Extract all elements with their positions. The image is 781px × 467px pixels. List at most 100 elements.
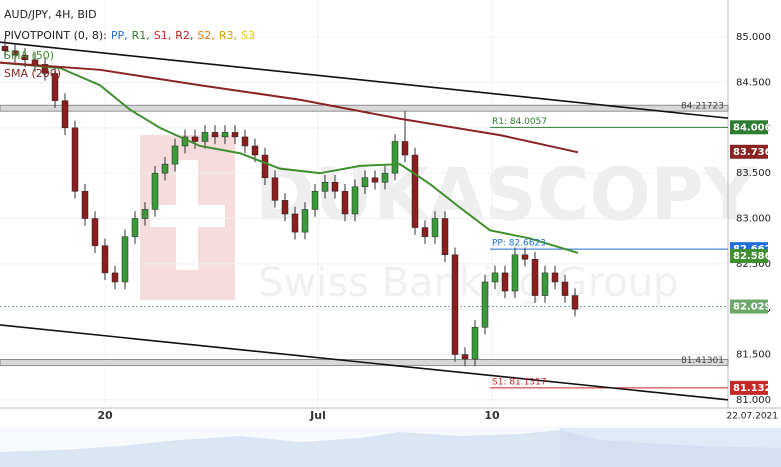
y-tick-label: 83.000 [736,214,771,225]
candle-body [471,327,479,360]
pivot-name: S3 [241,29,255,42]
indicator-name: PIVOTPOINT (0, 8): [4,29,107,42]
legend-entry: SMA (50) [4,49,54,62]
candle-body [41,64,49,74]
candle-body [391,141,399,174]
candle-body [171,145,179,165]
price-tag-label: 82.029 [733,302,772,313]
candle-body [521,254,529,260]
candle-body [301,209,309,233]
candle-body [331,181,339,192]
price-tag [730,144,768,159]
sma-line [0,61,579,254]
date-label: 22.07.2021 [726,412,778,422]
title: AUD/JPY, 4H, BID [4,8,97,21]
candle-body [271,177,279,201]
price-tag [730,249,768,264]
y-tick-label: 81.000 [736,395,771,406]
price-tag-label: 84.006 [733,122,772,133]
pivot-name: R1, [132,29,150,42]
candle-body [11,50,19,56]
watermark-subtext: Swiss Banking Group [258,260,678,306]
pivot-label: S1: 81.1317 [492,377,547,387]
candle-body [411,154,419,228]
candle-body [371,177,379,183]
candle-body [61,100,69,129]
price-tag-label: 82.586 [733,251,772,262]
y-tick-label: 85.000 [736,32,771,43]
watermark-text: DUKASCOPY [255,153,756,237]
candle-body [281,200,289,215]
level-label: 81.41301 [681,356,724,366]
price-tag [730,380,768,395]
watermark: DUKASCOPY Swiss Banking Group [140,135,756,306]
legend-entry: SMA (200) [4,67,61,80]
pivot-name: S1, [154,29,171,42]
level-label: 84.21723 [681,102,724,112]
trend-line [0,324,729,401]
candle-body [191,136,199,142]
candle-body [341,191,349,215]
candle-body [401,141,409,156]
candle-body [531,259,539,296]
x-tick-label: 20 [97,409,113,422]
candle-body [571,295,579,310]
candle-body [261,154,269,178]
candle-body [501,272,509,292]
candle-body [321,181,329,192]
candle-body [541,272,549,296]
trend-line [0,41,729,119]
candle-body [451,254,459,355]
watermark-cross [150,205,225,227]
candle-body [91,218,99,246]
candle-body [491,272,499,283]
pivot-label: PP: 82.6623 [492,239,546,249]
candle-body [131,218,139,237]
candle-body [551,272,559,283]
price-tag [730,299,768,314]
candle-body [161,163,169,174]
candle-body [421,227,429,237]
candle-body [111,272,119,283]
candle-body [51,73,59,101]
candle-body [441,218,449,256]
candle-body [81,191,89,219]
candle-body [71,127,79,192]
x-tick-label: Jul [309,409,326,422]
pivot-name: S2, [197,29,214,42]
candle-body [121,236,129,283]
price-tag-label: 81.132 [733,383,772,394]
candle-body [461,354,469,360]
candle-body [1,45,9,52]
candle-body [101,245,109,274]
candle-body [231,132,239,138]
x-tick-label: 10 [484,409,500,422]
plot [0,0,729,408]
candle-body [241,136,249,147]
pivot-name: R2, [175,29,193,42]
candle-body [381,172,389,183]
candle-body [21,55,29,61]
candle-body [561,281,569,296]
candle-body [481,281,489,328]
sma-line [0,61,579,154]
candle-body [311,191,319,210]
candle-body [151,172,159,210]
candle-body [431,218,439,237]
y-tick-label: 83.500 [736,168,771,179]
candle-body [221,132,229,138]
candle-body [211,132,219,138]
candle-body [291,213,299,233]
indicator-legend: PIVOTPOINT (0, 8): PP, R1, S1, R2, S2, R3, S3 [4,29,255,42]
pivot-name: R3, [219,29,237,42]
y-tick-label: 82.500 [736,259,771,270]
pivot-name: PP, [111,29,128,42]
price-tag [730,120,768,135]
candle-body [361,177,369,188]
candle-body [251,145,259,156]
navigator-window [560,428,781,467]
candle-body [351,186,359,215]
y-tick-label: 81.500 [736,350,771,361]
